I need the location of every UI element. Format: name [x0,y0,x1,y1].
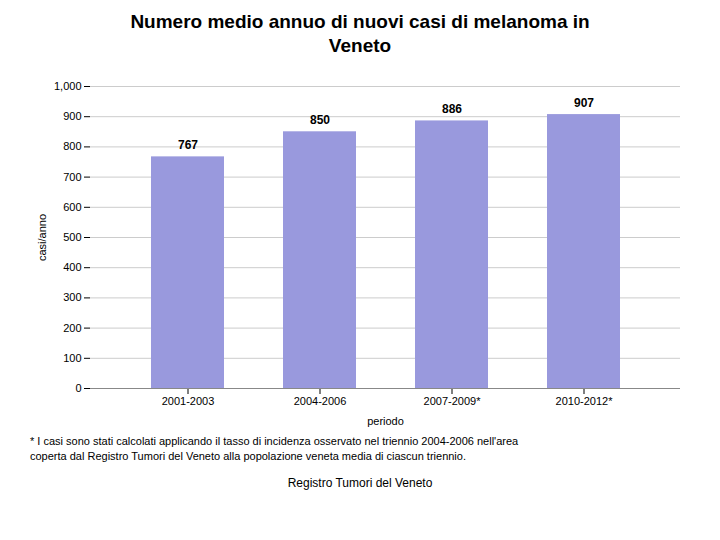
svg-text:200: 200 [63,321,81,333]
svg-text:900: 900 [63,110,81,122]
svg-text:1,000: 1,000 [54,80,82,92]
svg-text:periodo: periodo [367,414,404,426]
svg-text:2010-2012*: 2010-2012* [556,395,614,407]
html-text:Registro Tumori del Veneto: Registro Tumori del Veneto [287,476,433,491]
svg-text:907: 907 [574,95,594,109]
svg-text:886: 886 [442,101,462,115]
html-text:coperta dal Registro Tumori de: coperta dal Registro Tumori del Veneto a… [30,449,466,462]
svg-text:2001-2003: 2001-2003 [162,395,215,407]
html-text:Veneto: Veneto [328,34,392,56]
svg-text:300: 300 [63,291,81,303]
html-text:* I casi sono stati calcolati: * I casi sono stati calcolati applicando… [30,434,519,447]
svg-text:600: 600 [63,200,81,212]
svg-text:100: 100 [63,351,81,363]
svg-text:casi/anno: casi/anno [36,213,48,260]
svg-text:2007-2009*: 2007-2009* [424,395,482,407]
svg-text:500: 500 [63,231,81,243]
html-text:Numero medio annuo di nuovi ca: Numero medio annuo di nuovi casi di mela… [130,11,590,32]
svg-text:800: 800 [63,140,81,152]
svg-text:700: 700 [63,170,81,182]
svg-text:850: 850 [310,112,330,126]
svg-text:400: 400 [63,261,81,273]
svg-text:0: 0 [75,382,81,394]
svg-text:2004-2006: 2004-2006 [294,395,347,407]
svg-text:767: 767 [178,137,198,151]
